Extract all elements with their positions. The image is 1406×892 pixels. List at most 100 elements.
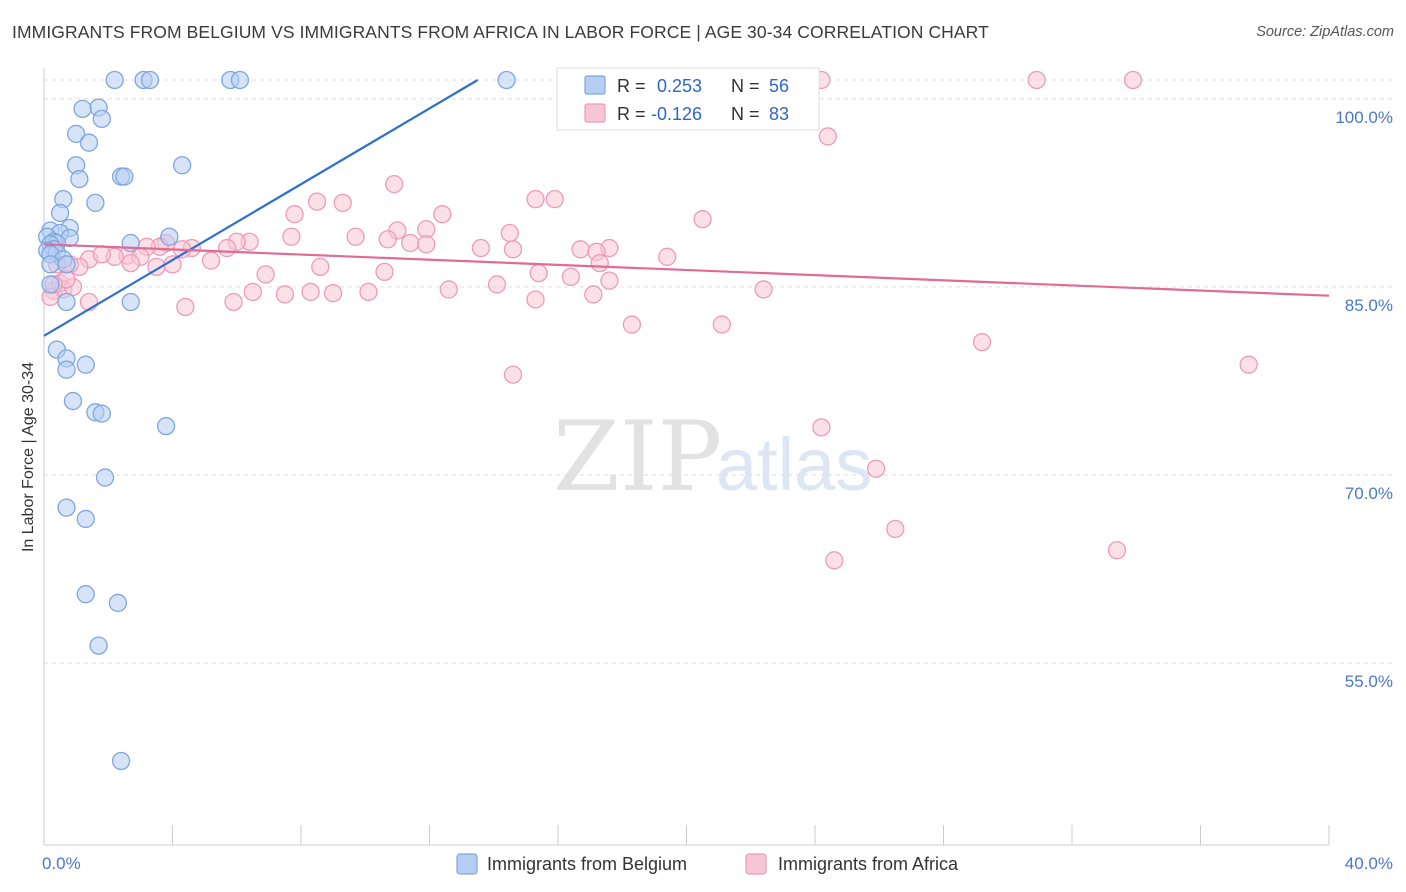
africa-point <box>487 275 507 294</box>
belgium-point <box>41 275 60 294</box>
africa-point <box>503 365 523 384</box>
africa-point <box>529 263 548 283</box>
africa-point <box>658 247 677 266</box>
africa-point <box>526 189 545 209</box>
africa-point <box>285 205 304 224</box>
stats-n-value-belgium: 56 <box>769 76 789 96</box>
africa-point <box>217 238 237 258</box>
belgium-point <box>95 468 115 487</box>
source-credit: Source: ZipAtlas.com <box>1256 24 1394 40</box>
africa-point <box>561 267 580 287</box>
africa-point <box>471 238 491 258</box>
africa-point <box>301 282 320 302</box>
africa-point <box>201 251 221 270</box>
africa-point <box>92 245 111 264</box>
belgium-point <box>73 99 92 118</box>
stats-swatch-africa <box>584 103 606 123</box>
belgium-point <box>105 70 124 90</box>
belgium-point <box>50 203 70 223</box>
legend-swatch-africa <box>745 853 767 875</box>
africa-point <box>121 253 140 273</box>
africa-point <box>243 282 262 302</box>
belgium-point <box>66 124 86 144</box>
africa-point <box>224 292 243 312</box>
africa-point <box>256 265 275 284</box>
belgium-point <box>89 636 108 655</box>
belgium-point <box>230 70 250 90</box>
africa-point <box>1123 70 1143 90</box>
belgium-point <box>76 585 95 604</box>
africa-point <box>375 262 394 282</box>
belgium-point <box>160 227 179 246</box>
belgium-point <box>70 169 89 189</box>
africa-point <box>417 235 436 254</box>
stats-n-value-africa: 83 <box>769 104 789 124</box>
stats-n-label-africa: N = <box>731 104 760 124</box>
belgium-point <box>57 292 76 312</box>
legend-swatch-belgium <box>456 853 478 875</box>
africa-point <box>311 257 330 277</box>
africa-point <box>693 210 712 229</box>
africa-point <box>176 297 195 317</box>
belgium-point <box>115 167 134 186</box>
stats-r-value-africa: -0.126 <box>651 104 702 124</box>
africa-point <box>972 332 992 352</box>
belgium-point <box>57 255 76 274</box>
africa-point <box>600 271 619 290</box>
belgium-point <box>497 70 516 90</box>
africa-point <box>866 459 886 478</box>
stats-r-label-africa: R = <box>617 104 646 124</box>
africa-point <box>307 192 327 211</box>
africa-point <box>359 282 378 302</box>
stats-r-label-belgium: R = <box>617 76 646 96</box>
axes <box>43 68 1330 846</box>
africa-point <box>282 227 301 246</box>
africa-point <box>754 280 773 299</box>
belgium-point <box>86 193 105 213</box>
stats-swatch-belgium <box>584 75 606 95</box>
africa-point <box>323 284 343 303</box>
belgium-point <box>41 255 60 274</box>
africa-point <box>500 223 519 243</box>
africa-points <box>41 70 1258 570</box>
y-tick-label: 85.0% <box>1345 296 1393 315</box>
africa-point <box>79 292 99 312</box>
belgium-point <box>76 509 95 529</box>
africa-point <box>1027 70 1046 90</box>
africa-point <box>401 233 420 253</box>
y-axis-label: In Labor Force | Age 30-34 <box>20 362 37 552</box>
stats-r-value-belgium: 0.253 <box>657 76 702 96</box>
africa-point <box>503 240 523 259</box>
belgium-point <box>92 404 111 423</box>
belgium-point <box>76 355 95 374</box>
africa-point <box>590 253 609 273</box>
belgium-point <box>57 498 76 517</box>
trend-lines <box>43 79 1330 337</box>
africa-point <box>378 230 397 249</box>
stats-n-label-belgium: N = <box>731 76 760 96</box>
stats-box: R = 0.253 N = 56 R = -0.126 N = 83 <box>556 67 820 131</box>
africa-point <box>1107 541 1127 560</box>
africa-point <box>433 205 452 224</box>
watermark-atlas: atlas <box>716 423 872 506</box>
belgium-point <box>111 751 131 771</box>
belgium-point <box>108 593 128 613</box>
belgium-point <box>140 70 160 90</box>
africa-point <box>439 280 458 299</box>
africa-trend-line <box>43 243 1330 297</box>
belgium-point <box>63 391 83 411</box>
y-tick-label: 100.0% <box>1335 108 1393 127</box>
watermark-zip: ZIP <box>553 401 722 513</box>
africa-point <box>812 418 831 437</box>
africa-point <box>385 174 404 194</box>
x-tick-label: 40.0% <box>1345 854 1393 873</box>
africa-point <box>333 193 352 213</box>
africa-point <box>886 519 905 539</box>
africa-point <box>545 189 564 209</box>
africa-point <box>1239 355 1258 374</box>
africa-point <box>825 551 844 570</box>
africa-point <box>275 285 295 304</box>
y-tick-label: 70.0% <box>1345 484 1393 503</box>
gridlines <box>44 79 1392 664</box>
